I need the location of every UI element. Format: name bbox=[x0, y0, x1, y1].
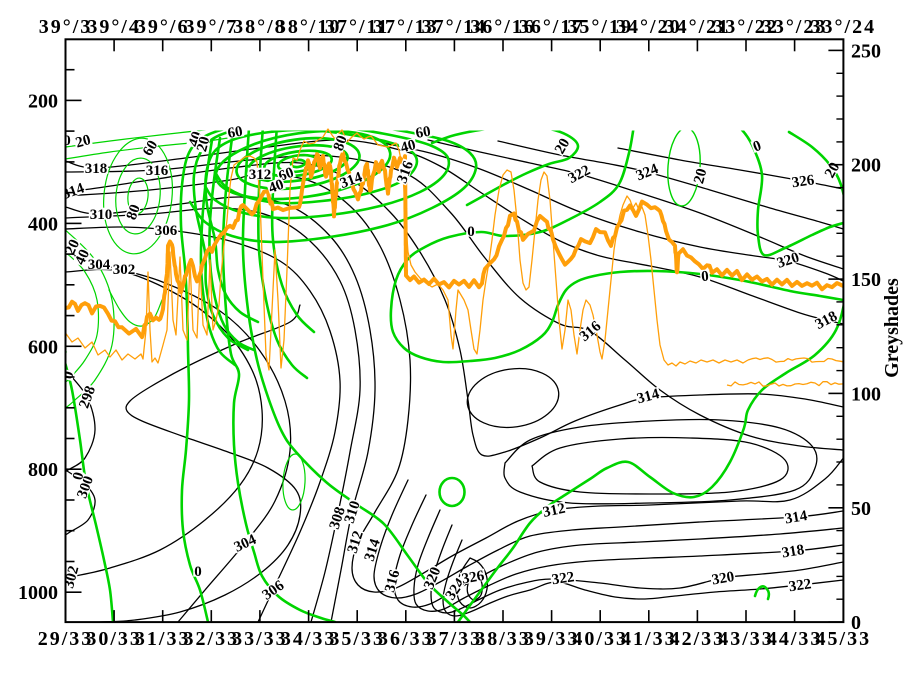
svg-text:37/33: 37/33 bbox=[427, 628, 483, 650]
svg-text:0: 0 bbox=[701, 269, 710, 286]
svg-text:31/33: 31/33 bbox=[135, 628, 191, 650]
svg-text:322: 322 bbox=[551, 569, 576, 588]
svg-text:40: 40 bbox=[399, 137, 418, 156]
svg-text:326: 326 bbox=[461, 568, 486, 588]
svg-text:304: 304 bbox=[88, 257, 111, 273]
svg-text:306: 306 bbox=[155, 223, 178, 239]
svg-text:39°/3: 39°/3 bbox=[39, 16, 93, 38]
svg-text:40/33: 40/33 bbox=[572, 628, 628, 650]
svg-text:30/33: 30/33 bbox=[86, 628, 142, 650]
svg-text:312: 312 bbox=[541, 501, 566, 521]
svg-text:310: 310 bbox=[342, 499, 364, 525]
svg-text:39°/7: 39°/7 bbox=[185, 16, 239, 38]
svg-text:35°/19: 35°/19 bbox=[567, 16, 633, 38]
svg-text:302: 302 bbox=[61, 564, 82, 590]
svg-text:308: 308 bbox=[327, 505, 349, 531]
svg-text:20: 20 bbox=[194, 135, 213, 154]
svg-text:29/33: 29/33 bbox=[38, 628, 94, 650]
svg-text:400: 400 bbox=[28, 213, 58, 235]
svg-text:36/33: 36/33 bbox=[378, 628, 434, 650]
svg-text:40: 40 bbox=[266, 177, 286, 197]
svg-text:40: 40 bbox=[72, 247, 93, 267]
svg-text:800: 800 bbox=[28, 459, 58, 481]
svg-text:312: 312 bbox=[345, 529, 367, 555]
svg-text:320: 320 bbox=[711, 569, 736, 589]
svg-text:44/33: 44/33 bbox=[767, 628, 823, 650]
svg-text:34°/20: 34°/20 bbox=[616, 16, 682, 38]
svg-text:33°/24: 33°/24 bbox=[811, 16, 877, 38]
svg-text:37°/13: 37°/13 bbox=[373, 16, 439, 38]
svg-text:0: 0 bbox=[851, 612, 861, 634]
svg-text:80: 80 bbox=[124, 202, 144, 222]
svg-text:33°/23: 33°/23 bbox=[762, 16, 828, 38]
svg-text:0: 0 bbox=[60, 370, 77, 381]
svg-text:314: 314 bbox=[784, 508, 809, 528]
svg-text:60: 60 bbox=[414, 124, 432, 142]
svg-text:45/33: 45/33 bbox=[816, 628, 872, 650]
svg-text:80: 80 bbox=[331, 133, 351, 153]
svg-text:34/33: 34/33 bbox=[281, 628, 337, 650]
svg-text:20: 20 bbox=[552, 136, 573, 157]
svg-text:314: 314 bbox=[362, 537, 384, 564]
svg-text:1000: 1000 bbox=[18, 582, 58, 604]
svg-text:200: 200 bbox=[851, 155, 881, 177]
svg-text:60: 60 bbox=[140, 138, 161, 159]
svg-text:316: 316 bbox=[382, 568, 403, 594]
svg-text:316: 316 bbox=[394, 158, 417, 185]
svg-text:600: 600 bbox=[28, 336, 58, 358]
svg-text:316: 316 bbox=[146, 163, 169, 179]
svg-text:100: 100 bbox=[851, 383, 881, 405]
svg-text:320: 320 bbox=[421, 565, 444, 592]
svg-text:32/33: 32/33 bbox=[184, 628, 240, 650]
svg-text:39/33: 39/33 bbox=[524, 628, 580, 650]
svg-text:50: 50 bbox=[851, 498, 871, 520]
svg-text:36°/17: 36°/17 bbox=[519, 16, 585, 38]
svg-text:39°/6: 39°/6 bbox=[136, 16, 190, 38]
svg-text:38/33: 38/33 bbox=[475, 628, 531, 650]
svg-text:318: 318 bbox=[85, 161, 108, 177]
svg-text:Greyshades: Greyshades bbox=[881, 278, 903, 378]
svg-text:39°/4: 39°/4 bbox=[87, 16, 141, 38]
svg-text:250: 250 bbox=[851, 40, 881, 62]
svg-text:302: 302 bbox=[113, 262, 136, 278]
svg-text:320: 320 bbox=[775, 250, 801, 272]
svg-text:33°/22: 33°/22 bbox=[713, 16, 779, 38]
svg-text:43/33: 43/33 bbox=[718, 628, 774, 650]
svg-text:324: 324 bbox=[634, 161, 661, 184]
svg-text:200: 200 bbox=[28, 90, 58, 112]
svg-text:20: 20 bbox=[74, 132, 93, 151]
svg-text:38°/8: 38°/8 bbox=[233, 16, 287, 38]
svg-text:41/33: 41/33 bbox=[621, 628, 677, 650]
svg-text:0: 0 bbox=[70, 471, 87, 482]
svg-text:36°/16: 36°/16 bbox=[470, 16, 536, 38]
svg-text:310: 310 bbox=[90, 207, 113, 223]
svg-text:38°/10: 38°/10 bbox=[276, 16, 342, 38]
svg-text:0: 0 bbox=[467, 224, 475, 240]
svg-text:298: 298 bbox=[76, 384, 99, 411]
svg-text:33/33: 33/33 bbox=[232, 628, 288, 650]
svg-text:20: 20 bbox=[691, 167, 710, 186]
svg-text:37°/11: 37°/11 bbox=[325, 16, 389, 38]
svg-text:314: 314 bbox=[338, 169, 365, 192]
svg-text:322: 322 bbox=[788, 576, 813, 595]
svg-text:150: 150 bbox=[851, 269, 881, 291]
svg-text:37°/14: 37°/14 bbox=[422, 16, 488, 38]
svg-text:312: 312 bbox=[249, 167, 272, 183]
svg-text:0: 0 bbox=[63, 133, 71, 149]
svg-text:42/33: 42/33 bbox=[670, 628, 726, 650]
svg-text:34°/21: 34°/21 bbox=[665, 16, 731, 38]
svg-text:314: 314 bbox=[635, 386, 661, 407]
svg-text:0: 0 bbox=[194, 564, 202, 580]
svg-text:35/33: 35/33 bbox=[329, 628, 385, 650]
svg-text:60: 60 bbox=[226, 124, 244, 142]
svg-text:326: 326 bbox=[791, 172, 816, 191]
svg-text:318: 318 bbox=[781, 542, 806, 562]
